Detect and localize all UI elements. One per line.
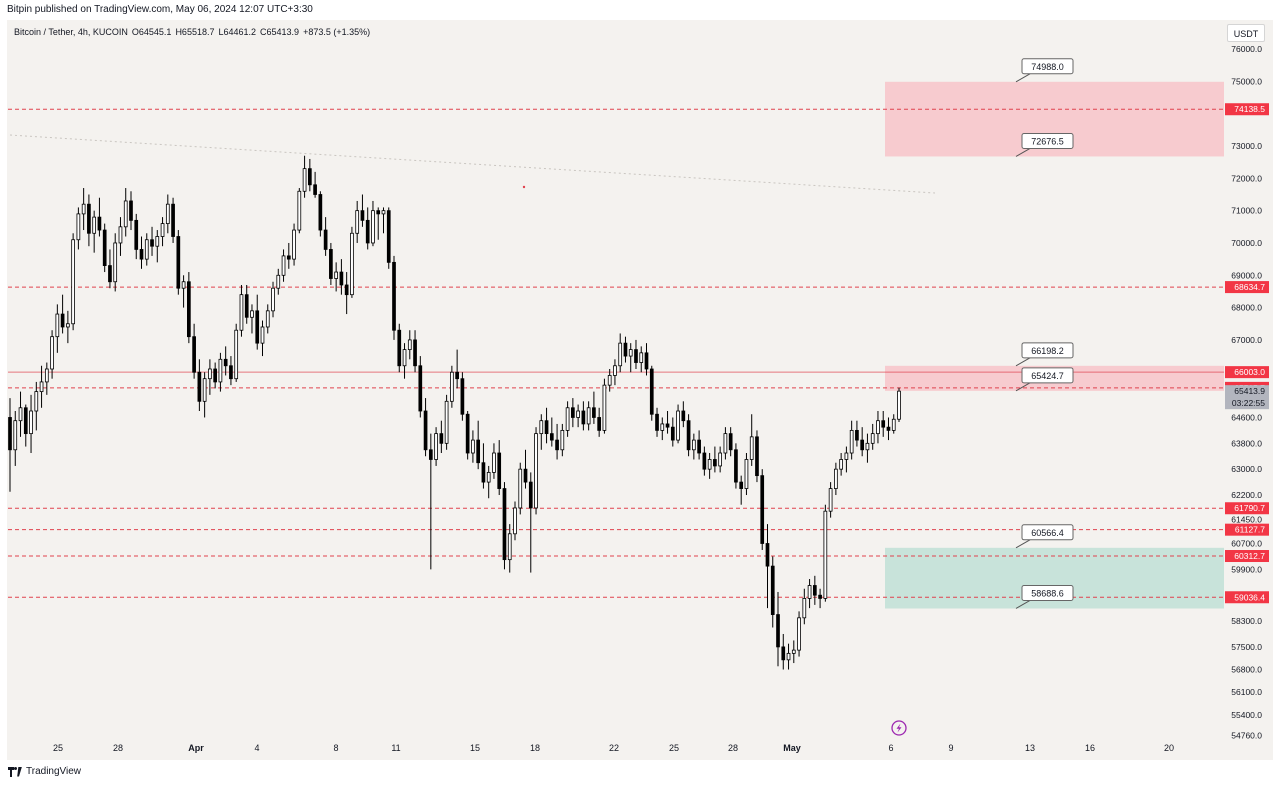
chart-frame[interactable] [7,20,1273,760]
tradingview-logo[interactable]: TradingView [8,766,81,777]
symbol-ohlc-line: Bitcoin / Tether, 4h, KUCOIN O64545.1 H6… [14,27,370,37]
currency-button[interactable]: USDT [1227,24,1265,42]
tradingview-logo-text: TradingView [26,766,82,777]
symbol-name[interactable]: Bitcoin / Tether, 4h, KUCOIN [14,27,128,37]
footer: TradingView [0,760,1280,785]
publish-header: Bitpin published on TradingView.com, May… [0,0,1280,20]
close-value: C65413.9 [260,27,300,37]
publish-info: Bitpin published on TradingView.com, May… [7,4,313,15]
tradingview-logo-icon [8,766,22,777]
low-value: L64461.2 [218,27,257,37]
high-value: H65518.7 [175,27,215,37]
change-value: +873.5 (+1.35%) [303,27,371,37]
open-value: O64545.1 [131,27,172,37]
